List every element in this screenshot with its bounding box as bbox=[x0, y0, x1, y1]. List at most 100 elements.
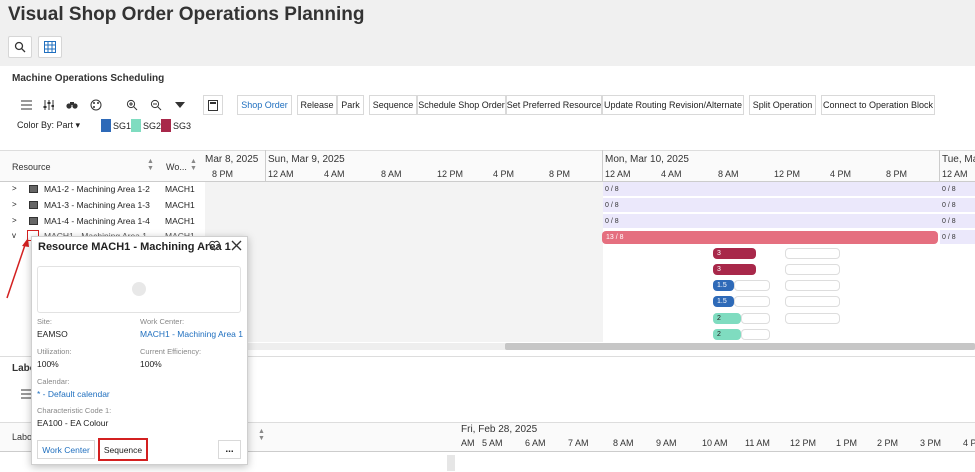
operation-bar[interactable]: 2 bbox=[713, 329, 741, 340]
sequence-popup-button[interactable]: Sequence bbox=[98, 438, 148, 461]
hour-label: 12 AM bbox=[942, 169, 968, 179]
operation-slot bbox=[734, 280, 770, 291]
work-center-button[interactable]: Work Center bbox=[37, 440, 95, 459]
shop-order-button[interactable]: Shop Order bbox=[237, 95, 292, 115]
popup-title: Resource MACH1 - Machining Area 1 bbox=[38, 241, 231, 253]
zoom-out-icon[interactable] bbox=[146, 95, 166, 115]
timeline-date: Tue, Ma bbox=[942, 154, 975, 165]
load-label: 0 / 8 bbox=[605, 202, 619, 209]
characteristic-label: Characteristic Code 1: bbox=[37, 406, 112, 415]
hour-label: 6 AM bbox=[525, 438, 546, 448]
overload-bar[interactable]: 13 / 8 bbox=[602, 231, 938, 244]
hour-label: 12 AM bbox=[268, 169, 294, 179]
characteristic-value: EA100 - EA Colour bbox=[37, 418, 109, 428]
operation-bar[interactable]: 1.5 bbox=[713, 296, 734, 307]
load-label: 0 / 8 bbox=[605, 186, 619, 193]
search-icon bbox=[14, 41, 26, 53]
expand-chevron-icon[interactable]: > bbox=[12, 200, 17, 209]
resource-name[interactable]: MA1-2 - Machining Area 1-2 bbox=[44, 184, 150, 194]
binoculars-icon[interactable] bbox=[62, 95, 82, 115]
gantt-row-bg bbox=[940, 230, 975, 244]
caret-down-icon: ▾ bbox=[75, 120, 81, 130]
page-title: Visual Shop Order Operations Planning bbox=[8, 4, 365, 25]
operation-slot bbox=[785, 313, 840, 324]
site-label: Site: bbox=[37, 317, 53, 326]
hour-label: 10 AM bbox=[702, 438, 728, 448]
resource-work-center: MACH1 bbox=[165, 184, 195, 194]
zoom-in-icon[interactable] bbox=[122, 95, 142, 115]
close-icon[interactable] bbox=[231, 240, 242, 254]
connect-operation-block-button[interactable]: Connect to Operation Block bbox=[821, 95, 935, 115]
work-center-label: Work Center: bbox=[140, 317, 185, 326]
park-button[interactable]: Park bbox=[337, 95, 364, 115]
hour-label: 9 AM bbox=[656, 438, 677, 448]
more-options-button[interactable]: ... bbox=[218, 440, 241, 459]
expand-chevron-icon[interactable]: > bbox=[12, 184, 17, 193]
legend-label-sg2: SG2 bbox=[143, 121, 162, 131]
favorite-heart-icon[interactable] bbox=[209, 240, 220, 254]
vertical-scrollbar[interactable] bbox=[447, 455, 455, 471]
update-routing-button[interactable]: Update Routing Revision/Alternate bbox=[602, 95, 744, 115]
search-button[interactable] bbox=[8, 36, 32, 58]
efficiency-value: 100% bbox=[140, 359, 162, 369]
sort-icon[interactable]: ▲ ▼ bbox=[258, 428, 265, 442]
release-button[interactable]: Release bbox=[297, 95, 337, 115]
scrollbar-thumb[interactable] bbox=[505, 343, 975, 350]
machine-icon bbox=[29, 217, 38, 225]
sequence-button[interactable]: Sequence bbox=[369, 95, 417, 115]
load-label: 0 / 8 bbox=[942, 186, 956, 193]
resource-name[interactable]: MA1-3 - Machining Area 1-3 bbox=[44, 200, 150, 210]
hour-label: 12 PM bbox=[774, 169, 801, 179]
hour-label: 5 AM bbox=[482, 438, 503, 448]
section-title: Machine Operations Scheduling bbox=[12, 73, 165, 84]
sort-icon[interactable]: ▲ ▼ bbox=[147, 158, 154, 172]
machine-icon bbox=[29, 185, 38, 193]
resource-details-popup bbox=[31, 236, 248, 465]
collapse-chevron-icon[interactable]: v bbox=[12, 231, 16, 240]
operation-slot bbox=[734, 296, 770, 307]
hour-label: 8 AM bbox=[613, 438, 634, 448]
operation-slot bbox=[785, 264, 840, 275]
palette-icon[interactable] bbox=[86, 95, 106, 115]
timeline-date: Mon, Mar 10, 2025 bbox=[605, 154, 689, 165]
resource-name[interactable]: MA1-4 - Machining Area 1-4 bbox=[44, 216, 150, 226]
color-by-dropdown[interactable]: Color By: Part ▾ bbox=[17, 120, 80, 131]
efficiency-label: Current Efficiency: bbox=[140, 347, 202, 356]
gantt-row-bg bbox=[603, 198, 975, 212]
calendar-link[interactable]: * - Default calendar bbox=[37, 389, 110, 399]
split-operation-button[interactable]: Split Operation bbox=[749, 95, 816, 115]
resource-work-center: MACH1 bbox=[165, 231, 195, 236]
resource-column-header[interactable]: Resource bbox=[12, 162, 51, 172]
timeline-date: Sun, Mar 9, 2025 bbox=[268, 154, 345, 165]
labor-resource-header[interactable]: Labo bbox=[12, 432, 33, 442]
legend-label-sg1: SG1 bbox=[113, 121, 132, 131]
hour-label: 12 PM bbox=[790, 438, 817, 448]
work-center-link[interactable]: MACH1 - Machining Area 1 bbox=[140, 329, 243, 339]
schedule-shop-order-button[interactable]: Schedule Shop Order bbox=[417, 95, 506, 115]
hour-label: 12 PM bbox=[437, 169, 464, 179]
list-icon[interactable] bbox=[16, 95, 36, 115]
set-preferred-resource-button[interactable]: Set Preferred Resource bbox=[506, 95, 602, 115]
operation-bar[interactable]: 3 bbox=[713, 248, 756, 259]
gantt-past-area bbox=[205, 182, 603, 342]
filter-sliders-icon[interactable] bbox=[38, 95, 58, 115]
load-label: 0 / 8 bbox=[605, 218, 619, 225]
operation-bar[interactable]: 1.5 bbox=[713, 280, 734, 291]
calculator-icon[interactable] bbox=[203, 95, 223, 115]
operation-bar[interactable]: 3 bbox=[713, 264, 756, 275]
sort-icon[interactable]: ▲ ▼ bbox=[190, 158, 197, 172]
chevron-down-icon[interactable] bbox=[170, 95, 190, 115]
image-placeholder bbox=[37, 266, 241, 313]
operation-slot bbox=[785, 296, 840, 307]
hour-label: 4 PM bbox=[830, 169, 852, 179]
utilization-value: 100% bbox=[37, 359, 59, 369]
color-by-label: Color By: Part bbox=[17, 120, 74, 130]
load-label: 0 / 8 bbox=[942, 218, 956, 225]
table-view-button[interactable] bbox=[38, 36, 62, 58]
operation-bar[interactable]: 2 bbox=[713, 313, 741, 324]
load-label: 0 / 8 bbox=[942, 234, 956, 241]
legend-swatch-sg2 bbox=[131, 119, 141, 132]
expand-chevron-icon[interactable]: > bbox=[12, 216, 17, 225]
work-center-column-header[interactable]: Wo... bbox=[166, 162, 187, 172]
resource-name[interactable]: MACH1 - Machining Area 1 bbox=[44, 231, 147, 236]
